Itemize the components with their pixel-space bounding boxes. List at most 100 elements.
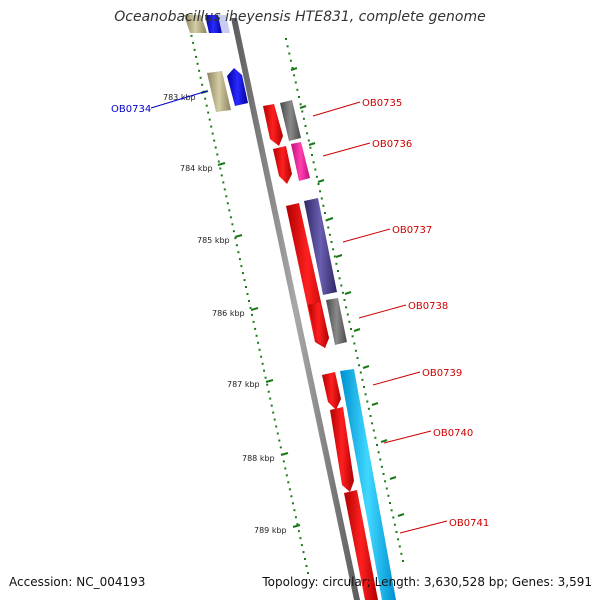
scale-dot <box>216 153 219 156</box>
genome-title: Oceanobacillus iheyensis HTE831, complet… <box>114 9 486 25</box>
scale-dot <box>288 488 291 491</box>
scale-dot <box>327 226 330 229</box>
scale-dot <box>248 300 250 302</box>
scale-dot <box>228 209 231 212</box>
scale-tick <box>290 67 298 71</box>
scale-tick <box>335 254 343 258</box>
gene-ob0737[interactable] <box>304 198 337 295</box>
scale-dot <box>273 418 276 421</box>
scale-dot <box>367 407 370 410</box>
scale-dot <box>269 397 272 400</box>
gene-blue-top[interactable] <box>205 15 222 33</box>
scale-tick <box>265 379 274 383</box>
gene-ob0736[interactable] <box>291 142 310 181</box>
scale-label-787: 787 kbp <box>227 380 260 389</box>
gene-label-ob0739[interactable]: OB0739 <box>422 368 462 379</box>
gene-label-ob0738[interactable]: OB0738 <box>408 301 448 312</box>
scale-dot <box>242 272 244 275</box>
scale-dot <box>245 286 247 288</box>
scale-dot <box>285 474 288 477</box>
scale-dot <box>341 291 344 294</box>
scale-dot <box>267 390 270 393</box>
scale-dot <box>402 560 404 562</box>
scale-dot <box>345 306 348 309</box>
scale-dot <box>379 458 382 461</box>
gene-ob0734[interactable] <box>227 68 248 106</box>
scale-dot <box>343 299 346 301</box>
scale-dot <box>232 230 235 233</box>
scale-dot <box>192 41 195 44</box>
scale-dot <box>354 349 357 352</box>
scale-dot <box>251 313 253 316</box>
gene-label-ob0740[interactable]: OB0740 <box>433 428 473 439</box>
scale-dot <box>309 146 312 149</box>
scale-dot <box>190 34 193 37</box>
scale-tick <box>234 234 243 238</box>
scale-dot <box>382 473 385 475</box>
scale-dot <box>217 160 220 163</box>
scale-dot <box>235 244 238 247</box>
scale-dot <box>196 62 199 65</box>
scale-dot <box>231 223 234 226</box>
scale-label-785: 785 kbp <box>197 236 230 245</box>
scale-dot <box>302 117 305 120</box>
scale-dot <box>312 161 315 164</box>
scale-dot <box>338 277 341 280</box>
gene-label-ob0737[interactable]: OB0737 <box>392 225 432 236</box>
gene-khaki[interactable] <box>207 71 231 112</box>
gene-ob0738[interactable] <box>326 298 347 345</box>
scale-dot <box>293 74 296 77</box>
scale-dot <box>254 327 257 330</box>
scale-dot <box>319 190 322 193</box>
scale-tick <box>371 402 379 406</box>
scale-dot <box>322 204 325 207</box>
scale-dot <box>263 369 266 372</box>
scale-label-789: 789 kbp <box>254 526 287 535</box>
scale-dot <box>266 383 269 386</box>
gene-label-ob0735[interactable]: OB0735 <box>362 98 402 109</box>
scale-dot <box>296 523 299 526</box>
scale-dot <box>307 139 310 142</box>
scale-dot <box>264 376 267 379</box>
scale-dot <box>208 118 211 121</box>
gene-ob0739[interactable] <box>340 369 396 600</box>
gene-lavender-top[interactable] <box>218 15 230 33</box>
gene-khaki-top[interactable] <box>184 15 207 33</box>
gene-features <box>184 15 396 600</box>
scale-dot <box>223 188 226 191</box>
scale-label-784: 784 kbp <box>180 164 213 173</box>
scale-dot <box>291 502 294 505</box>
gene-ob0735[interactable] <box>280 100 301 141</box>
scale-dot <box>364 393 367 396</box>
scale-dot <box>384 480 387 483</box>
scale-dot <box>300 544 303 547</box>
gene-red-1[interactable] <box>263 104 283 146</box>
scale-dot <box>398 545 401 548</box>
gene-red-2[interactable] <box>273 146 292 184</box>
gene-label-ob0734[interactable]: OB0734 <box>111 104 151 115</box>
gene-label-ob0741[interactable]: OB0741 <box>449 518 489 529</box>
scale-dot <box>261 362 264 365</box>
scale-dot <box>258 348 261 351</box>
scale-dot <box>330 241 333 243</box>
scale-dot <box>260 355 263 358</box>
scale-dot <box>348 320 351 323</box>
scale-dot <box>385 487 388 490</box>
scale-dot <box>219 167 222 170</box>
gene-red-7[interactable] <box>344 490 378 600</box>
gene-red-5[interactable] <box>322 372 341 410</box>
gene-red-6[interactable] <box>330 407 354 492</box>
scale-dot <box>377 451 380 454</box>
scale-tick <box>299 105 307 109</box>
scale-label-786: 786 kbp <box>212 309 245 318</box>
scale-dot <box>240 265 243 268</box>
scale-dot <box>299 537 302 540</box>
scale-tick <box>353 328 361 332</box>
scale-dot <box>238 258 241 261</box>
scale-dot <box>320 197 323 200</box>
scale-dot <box>305 565 308 567</box>
gene-label-ob0736[interactable]: OB0736 <box>372 139 412 150</box>
gene-red-4[interactable] <box>308 302 329 348</box>
scale-tick <box>217 162 226 166</box>
